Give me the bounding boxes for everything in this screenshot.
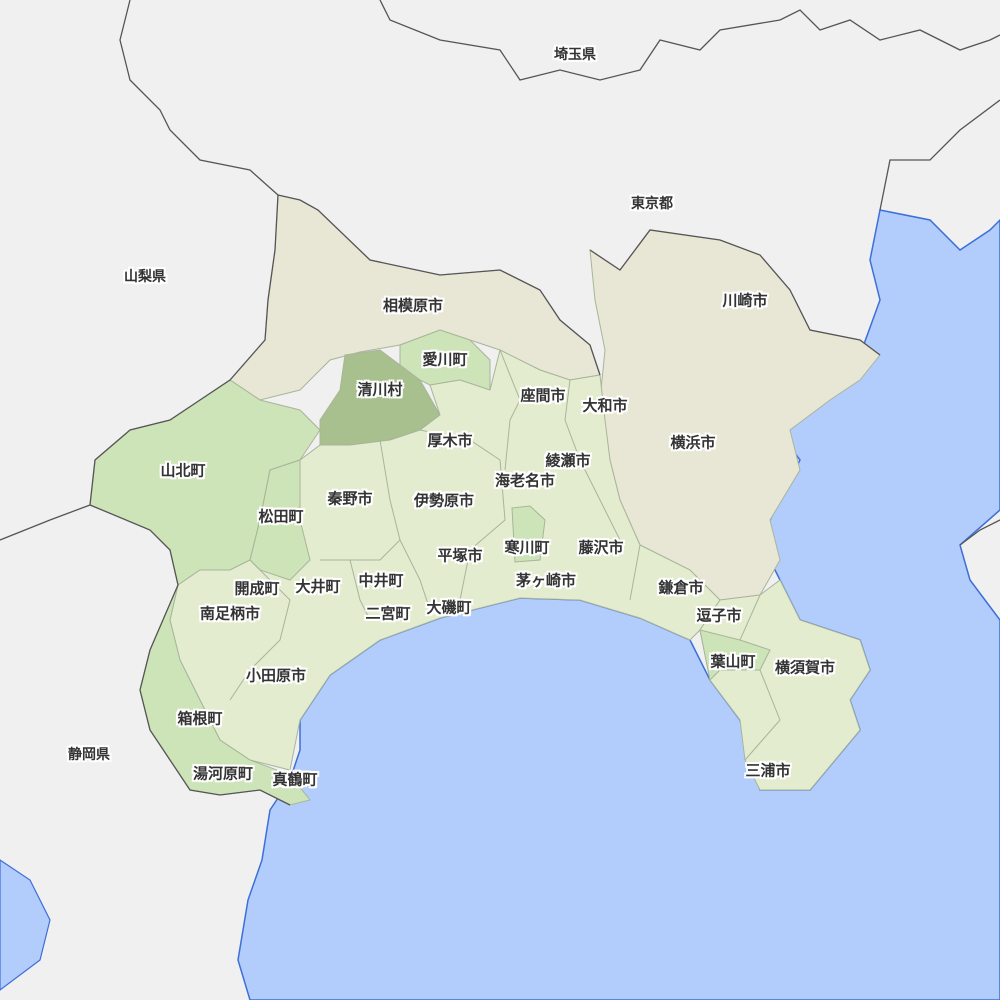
region-miura[interactable]: [699, 579, 871, 791]
label-zushi[interactable]: 逗子市: [696, 606, 742, 625]
label-shizuoka: 静岡県: [68, 747, 110, 763]
label-aikawa[interactable]: 愛川町: [422, 350, 468, 369]
label-yugawara[interactable]: 湯河原町: [192, 764, 254, 783]
label-kiyokawa[interactable]: 清川村: [357, 380, 403, 399]
label-chigasaki[interactable]: 茅ヶ崎市: [515, 571, 577, 590]
label-oi[interactable]: 大井町: [295, 577, 341, 596]
label-fujisawa[interactable]: 藤沢市: [578, 538, 624, 557]
label-ebina[interactable]: 海老名市: [494, 471, 556, 490]
label-yokosuka[interactable]: 横須賀市: [774, 658, 836, 677]
label-yamanashi: 山梨県: [124, 269, 166, 285]
label-miura[interactable]: 三浦市: [745, 761, 791, 780]
label-hayama[interactable]: 葉山町: [710, 652, 756, 671]
label-oiso[interactable]: 大磯町: [426, 598, 472, 617]
label-kaisei[interactable]: 開成町: [234, 579, 280, 598]
label-manazuru[interactable]: 真鶴町: [272, 770, 318, 789]
label-kawasaki[interactable]: 川崎市: [722, 291, 768, 310]
label-hadano[interactable]: 秦野市: [327, 489, 373, 508]
label-saitama: 埼玉県: [554, 47, 596, 63]
label-zama[interactable]: 座間市: [520, 386, 566, 405]
label-yamakita[interactable]: 山北町: [160, 461, 206, 480]
label-ayase[interactable]: 綾瀬市: [545, 451, 591, 470]
label-yamato[interactable]: 大和市: [582, 396, 628, 415]
region-samukawa[interactable]: [511, 505, 546, 563]
label-hiratsuka[interactable]: 平塚市: [437, 546, 483, 565]
sea-suruga-corner: [0, 859, 51, 991]
label-sagamihara[interactable]: 相模原市: [382, 296, 444, 315]
label-yokohama[interactable]: 横浜市: [670, 433, 716, 452]
label-minamiashigara[interactable]: 南足柄市: [199, 604, 261, 623]
label-atsugi[interactable]: 厚木市: [427, 431, 473, 450]
label-matsuda[interactable]: 松田町: [258, 507, 304, 526]
region-matsuda[interactable]: [249, 459, 311, 581]
label-kamakura[interactable]: 鎌倉市: [658, 578, 704, 597]
municipal-borders: [229, 349, 781, 761]
region-central[interactable]: [169, 349, 721, 771]
label-ninomiya[interactable]: 二宮町: [365, 604, 411, 623]
label-samukawa[interactable]: 寒川町: [504, 538, 550, 557]
prefecture-borders: [0, 0, 1000, 806]
label-odawara[interactable]: 小田原市: [245, 666, 307, 685]
label-isehara[interactable]: 伊勢原市: [413, 491, 475, 510]
label-nakai[interactable]: 中井町: [358, 571, 404, 590]
label-hakone[interactable]: 箱根町: [177, 709, 223, 728]
label-tokyo: 東京都: [631, 196, 673, 212]
